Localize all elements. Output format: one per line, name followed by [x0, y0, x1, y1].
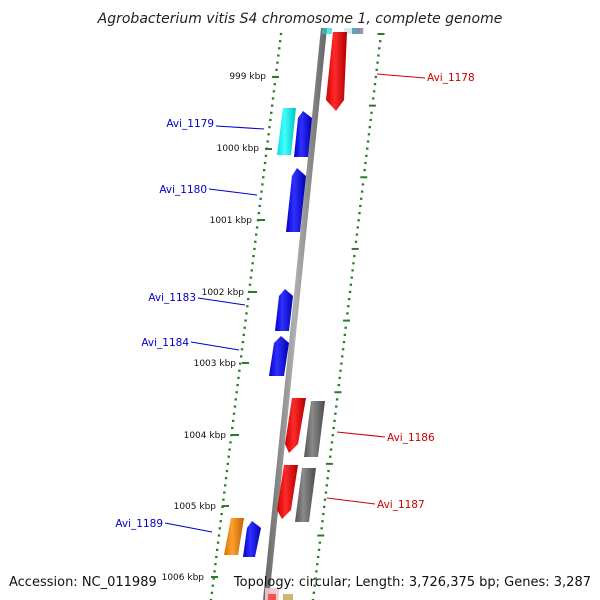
topology-label: Topology: circular; Length: 3,726,375 bp…	[233, 575, 591, 590]
kbp-tick-label: 1002 kbp	[202, 288, 245, 298]
gene-avi-1184[interactable]	[269, 336, 289, 376]
gene-avi-1186[interactable]	[285, 398, 306, 453]
kbp-tick: 1004 kbp	[184, 431, 239, 441]
gene-label-avi-1187[interactable]: Avi_1187	[377, 499, 425, 511]
kbp-tick-label: 1006 kbp	[162, 573, 205, 583]
forward-strand-features	[224, 108, 312, 557]
gene-label-avi-1179[interactable]: Avi_1179	[166, 118, 214, 130]
kbp-tick-label: 1001 kbp	[210, 216, 253, 226]
kbp-tick: 1002 kbp	[202, 288, 257, 298]
gene-avi-1180[interactable]	[286, 168, 306, 232]
kbp-tick: 999 kbp	[229, 72, 279, 82]
kbp-axis: 999 kbp 1000 kbp 1001 kbp 1002 kbp 1003 …	[162, 72, 279, 583]
feature-cyan-1179	[277, 108, 296, 155]
kbp-tick-ring-outer	[311, 33, 385, 600]
gene-label-avi-1189[interactable]: Avi_1189	[115, 518, 163, 530]
kbp-tick: 1000 kbp	[217, 144, 272, 154]
reverse-gene-labels: Avi_1178 Avi_1186 Avi_1187	[326, 72, 475, 511]
reverse-strand-features	[265, 32, 347, 600]
feature-orange-1189	[224, 518, 244, 555]
accession-label: Accession: NC_011989	[9, 575, 157, 590]
gene-avi-1183[interactable]	[275, 289, 293, 331]
forward-gene-labels: Avi_1179 Avi_1180 Avi_1183 Avi_1184 Avi_…	[115, 118, 265, 533]
feature-gray-1187	[295, 468, 316, 522]
kbp-tick: 1001 kbp	[210, 216, 265, 226]
gene-avi-1179[interactable]	[294, 111, 312, 157]
kbp-tick-label: 1003 kbp	[194, 359, 237, 369]
gene-avi-1187[interactable]	[277, 465, 298, 519]
chromosome-backbone	[263, 27, 327, 600]
gene-avi-1189[interactable]	[243, 521, 261, 557]
gene-label-avi-1178[interactable]: Avi_1178	[427, 72, 475, 84]
map-title: Agrobacterium vitis S4 chromosome 1, com…	[97, 11, 503, 27]
kbp-tick-label: 1005 kbp	[174, 502, 217, 512]
partial-feature	[268, 594, 276, 600]
gene-avi-1178[interactable]	[326, 32, 347, 111]
kbp-tick: 1005 kbp	[174, 502, 229, 512]
gene-label-avi-1180[interactable]: Avi_1180	[159, 184, 207, 196]
partial-feature	[283, 594, 293, 600]
kbp-tick-label: 1000 kbp	[217, 144, 260, 154]
top-partial-features	[322, 28, 364, 34]
gene-label-avi-1183[interactable]: Avi_1183	[148, 292, 196, 304]
gene-label-avi-1186[interactable]: Avi_1186	[387, 432, 435, 444]
kbp-tick-ring-inner	[209, 32, 283, 600]
kbp-tick-label: 1004 kbp	[184, 431, 227, 441]
feature-gray-1186	[304, 401, 325, 457]
kbp-tick: 1003 kbp	[194, 359, 249, 369]
kbp-tick-label: 999 kbp	[229, 72, 266, 82]
kbp-tick: 1006 kbp	[162, 573, 218, 583]
gene-label-avi-1184[interactable]: Avi_1184	[141, 337, 189, 349]
